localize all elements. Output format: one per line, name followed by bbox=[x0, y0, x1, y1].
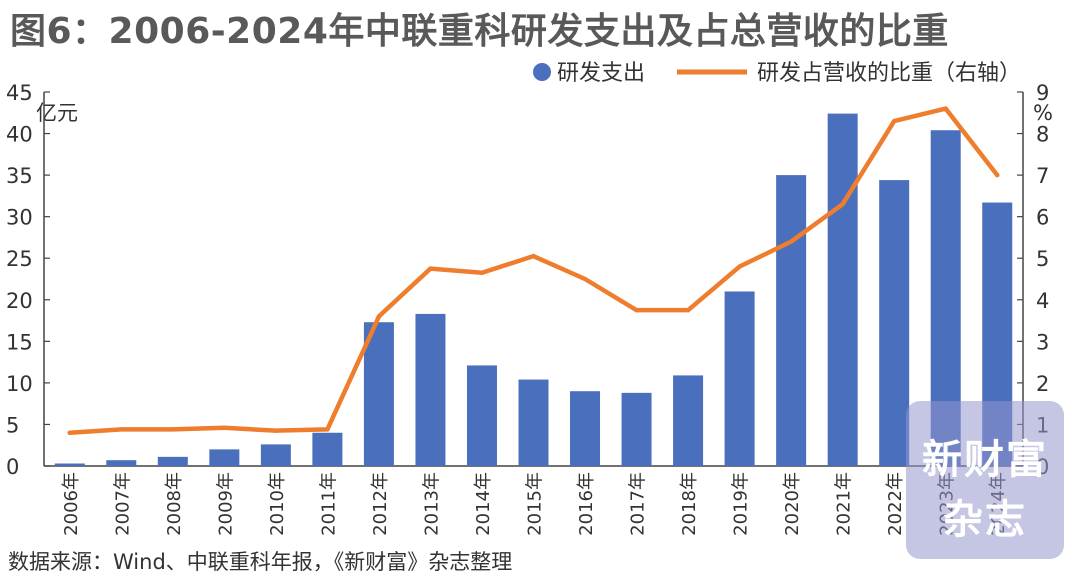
bar bbox=[570, 391, 601, 466]
line-point bbox=[170, 427, 176, 432]
bar bbox=[260, 444, 291, 466]
line-point bbox=[119, 427, 124, 432]
left-tick-label: 35 bbox=[6, 164, 33, 188]
bar bbox=[776, 175, 807, 466]
left-tick-label: 45 bbox=[6, 81, 33, 105]
left-tick-label: 25 bbox=[6, 247, 33, 271]
line-point bbox=[325, 427, 330, 432]
bar bbox=[879, 180, 910, 466]
category-label: 2019年 bbox=[731, 472, 752, 536]
line-point bbox=[531, 253, 536, 259]
bar bbox=[363, 322, 394, 466]
line-point bbox=[891, 118, 897, 124]
right-tick-label: 6 bbox=[1036, 206, 1049, 230]
left-tick-label: 30 bbox=[6, 206, 33, 230]
line-point bbox=[582, 276, 588, 282]
left-tick-label: 20 bbox=[6, 289, 33, 313]
category-label: 2014年 bbox=[473, 472, 494, 536]
bar bbox=[724, 291, 755, 466]
line-point bbox=[737, 264, 742, 269]
left-tick-label: 5 bbox=[6, 413, 19, 437]
category-label: 2013年 bbox=[421, 472, 442, 536]
left-tick-label: 40 bbox=[6, 123, 33, 147]
bar bbox=[209, 449, 240, 466]
watermark-logo: 新财富 杂志 bbox=[906, 401, 1064, 559]
category-label: 2009年 bbox=[215, 472, 236, 536]
category-label: 2011年 bbox=[318, 472, 339, 536]
line-point bbox=[479, 270, 485, 275]
bar bbox=[157, 456, 188, 466]
category-label: 2018年 bbox=[679, 472, 700, 536]
chart-legend: 研发支出 研发占营收的比重（右轴） bbox=[533, 61, 1021, 86]
line-point bbox=[634, 307, 639, 313]
line-point bbox=[376, 314, 382, 319]
line-point bbox=[943, 106, 948, 111]
source-note: 数据来源：Wind、中联重科年报，《新财富》杂志整理 bbox=[8, 550, 513, 574]
category-label: 2020年 bbox=[782, 472, 803, 536]
category-label: 2006年 bbox=[61, 472, 82, 536]
bar bbox=[106, 460, 137, 466]
line-point bbox=[995, 172, 1000, 178]
category-label: 2022年 bbox=[885, 472, 906, 536]
category-label: 2007年 bbox=[112, 472, 133, 536]
left-tick-label: 10 bbox=[6, 372, 33, 396]
category-label: 2010年 bbox=[267, 472, 288, 536]
line-point bbox=[222, 425, 227, 430]
right-tick-label: 7 bbox=[1036, 164, 1049, 188]
left-tick-label: 0 bbox=[6, 455, 19, 479]
bar bbox=[621, 392, 652, 466]
bar bbox=[518, 379, 549, 466]
bar bbox=[466, 365, 497, 466]
bar bbox=[54, 463, 85, 466]
category-label: 2008年 bbox=[164, 472, 185, 536]
line-point bbox=[67, 430, 72, 435]
left-axis-unit: 亿元 bbox=[36, 101, 78, 125]
bar bbox=[312, 432, 343, 466]
legend-line-label: 研发占营收的比重（右轴） bbox=[757, 61, 1021, 86]
right-tick-label: 9 bbox=[1036, 81, 1049, 105]
left-tick-label: 15 bbox=[6, 330, 33, 354]
category-label: 2012年 bbox=[370, 472, 391, 536]
watermark-line-1: 新财富 bbox=[922, 436, 1048, 483]
bar bbox=[415, 313, 446, 466]
line-point bbox=[840, 202, 845, 207]
line-point bbox=[273, 428, 279, 433]
right-tick-label: 8 bbox=[1036, 123, 1049, 147]
legend-bar-marker bbox=[533, 63, 551, 81]
category-label: 2015年 bbox=[525, 472, 546, 536]
right-tick-label: 2 bbox=[1036, 372, 1049, 396]
category-label: 2021年 bbox=[834, 472, 855, 536]
bar bbox=[673, 375, 704, 466]
right-tick-label: 3 bbox=[1036, 330, 1049, 354]
watermark-line-2: 杂志 bbox=[943, 496, 1027, 543]
line-point bbox=[685, 307, 691, 313]
line-series bbox=[67, 106, 1000, 436]
chart-title: 图6：2006-2024年中联重科研发支出及占总营收的比重 bbox=[10, 11, 949, 52]
category-label: 2017年 bbox=[628, 472, 649, 536]
bar bbox=[827, 113, 858, 466]
legend-bar-label: 研发支出 bbox=[557, 61, 645, 86]
right-tick-label: 4 bbox=[1036, 289, 1049, 313]
line-point bbox=[428, 266, 433, 271]
right-axis-unit: % bbox=[1033, 101, 1053, 125]
right-tick-label: 5 bbox=[1036, 247, 1049, 271]
line-point bbox=[788, 239, 794, 244]
category-label: 2016年 bbox=[576, 472, 597, 536]
